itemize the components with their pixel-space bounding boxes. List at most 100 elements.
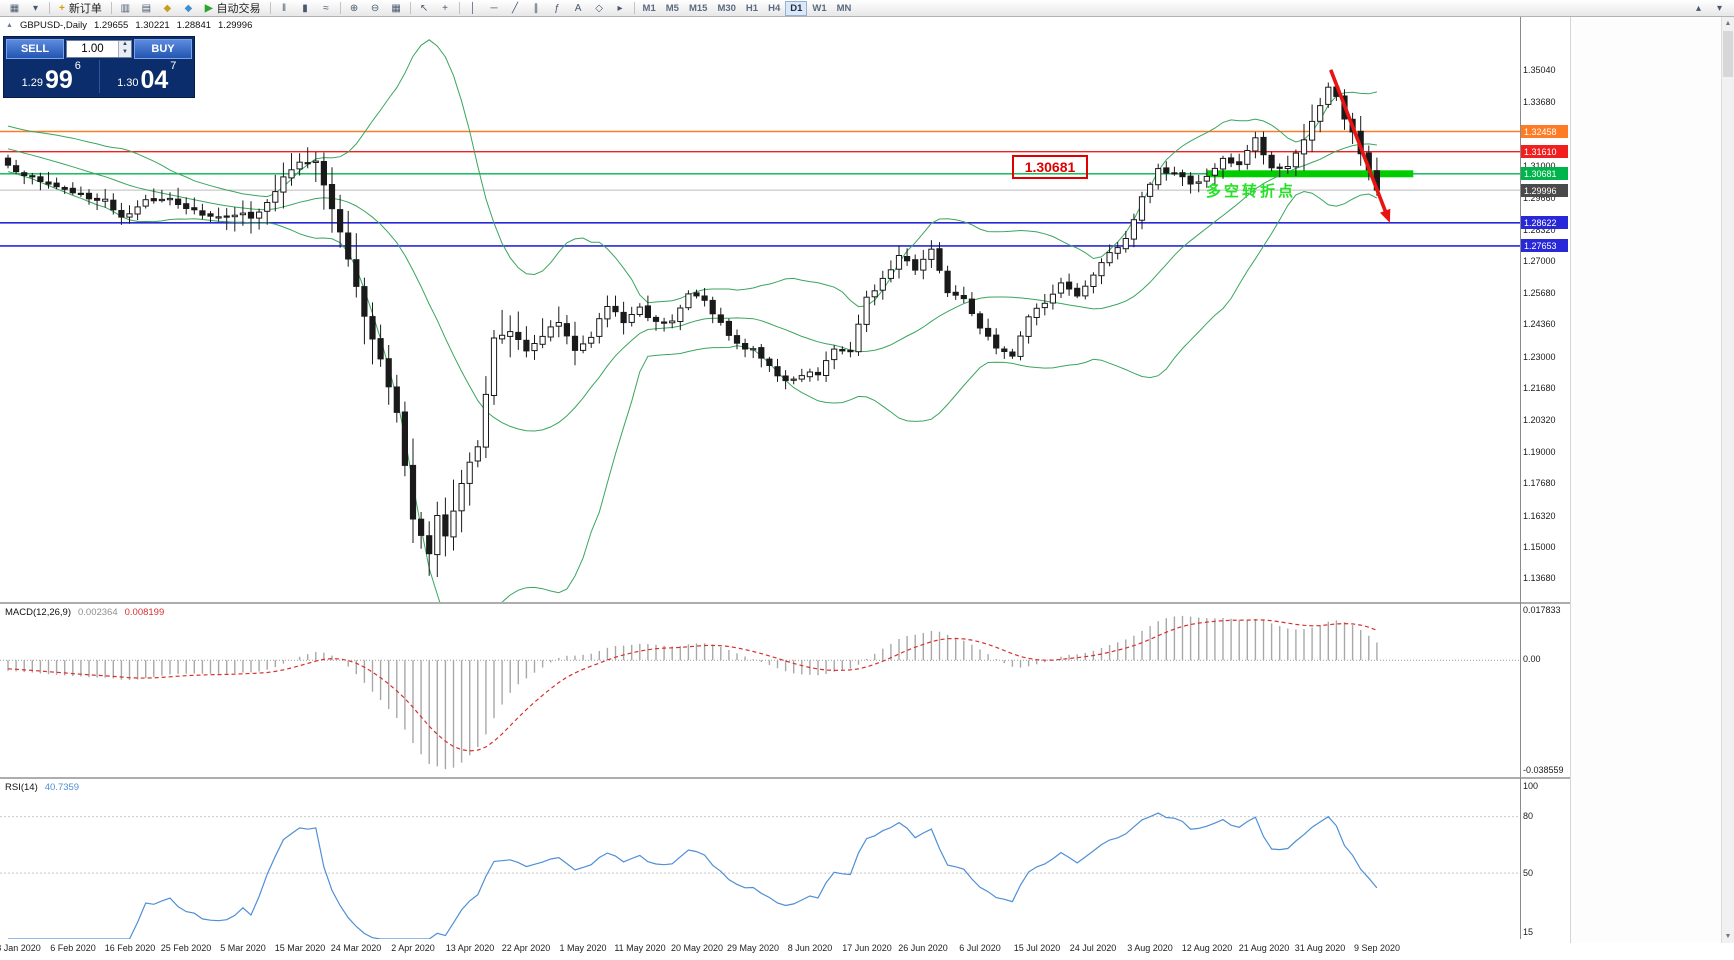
arrow-objects-icon[interactable]: ▸ <box>617 2 623 14</box>
timeframe-m30[interactable]: M30 <box>717 2 736 14</box>
buy-price-button[interactable]: 1.30 04 7 <box>100 58 195 95</box>
cursor-icon[interactable]: ↖ <box>419 2 429 14</box>
date-axis-label: 28 Jan 2020 <box>0 943 41 953</box>
text-label-icon[interactable]: A <box>574 2 582 14</box>
date-axis-label: 15 Mar 2020 <box>274 943 326 953</box>
ask-pipette: 7 <box>170 60 177 72</box>
chart-windows-icon[interactable]: ▥ <box>120 2 131 14</box>
toolbar-separator <box>49 2 50 14</box>
timeframe-m5[interactable]: M5 <box>665 2 679 14</box>
vertical-line-icon[interactable]: │ <box>469 2 477 14</box>
price-axis-label: 1.31000 <box>1523 161 1556 171</box>
price-axis-label: 1.17680 <box>1523 478 1556 488</box>
price-axis-label: 1.15000 <box>1523 542 1556 552</box>
scroll-up-icon[interactable]: ▲ <box>1724 20 1732 27</box>
main-toolbar: ▦ ▾ + 新订单 ▥ ▤ ◆ ◆ ▶ 自动交易 ǁ ▮ ≈ ⊕ ⊖ ▦ ↖ + │ ─ ╱ ∥ ƒ A ◇ ▸ M1 M5 M15 M3… <box>0 0 1734 17</box>
fibonacci-icon[interactable]: ƒ <box>554 2 560 14</box>
volume-up-icon[interactable]: ▲ <box>119 40 131 49</box>
shapes-icon[interactable]: ◇ <box>595 2 603 14</box>
horizontal-line-icon[interactable]: ─ <box>490 2 498 14</box>
navigator-icon[interactable]: ◆ <box>163 2 172 14</box>
timeframe-w1[interactable]: W1 <box>812 2 827 14</box>
ask-pips: 04 <box>140 65 169 94</box>
scrollbar-thumb[interactable] <box>1723 31 1733 77</box>
chart-title: ▲ GBPUSD-,Daily 1.29655 1.30221 1.28841 … <box>6 20 252 31</box>
bid-pips: 99 <box>44 65 73 94</box>
price-axis-label: 1.28320 <box>1523 225 1556 235</box>
date-axis-label: 9 Sep 2020 <box>1353 943 1401 953</box>
chart-window: ▲ GBPUSD-,Daily 1.29655 1.30221 1.28841 … <box>0 17 1570 960</box>
turning-point-label[interactable]: 多空转折点 <box>1206 183 1297 200</box>
trendline-icon[interactable]: ╱ <box>512 2 519 14</box>
timeframe-d1[interactable]: D1 <box>785 0 808 16</box>
terminal-icon[interactable]: ◆ <box>184 2 193 14</box>
scroll-down-icon[interactable]: ▼ <box>1724 933 1732 940</box>
panel-divider[interactable] <box>0 777 1570 779</box>
price-axis-label: 1.23000 <box>1523 352 1556 362</box>
rsi-panel-canvas[interactable] <box>0 779 1520 939</box>
toolbar-overflow-up-icon[interactable]: ▴ <box>1695 2 1702 14</box>
buy-button[interactable]: BUY <box>134 38 192 59</box>
channel-icon[interactable]: ∥ <box>533 2 539 14</box>
date-axis-label: 12 Aug 2020 <box>1181 943 1233 953</box>
toolbar-overflow-down-icon[interactable]: ▾ <box>1716 2 1723 14</box>
price-axis-label: 1.19000 <box>1523 447 1556 457</box>
price-axis-label: 1.33680 <box>1523 97 1556 107</box>
date-axis-label: 25 Feb 2020 <box>160 943 212 953</box>
price-axis-label: 1.35040 <box>1523 65 1556 75</box>
crosshair-icon[interactable]: + <box>442 2 448 14</box>
timeframe-h4[interactable]: H4 <box>768 2 781 14</box>
rsi-name: RSI(14) <box>5 782 38 793</box>
volume-input[interactable] <box>67 40 118 57</box>
volume-down-icon[interactable]: ▼ <box>119 48 131 57</box>
timeframe-m15[interactable]: M15 <box>688 2 708 14</box>
date-axis[interactable]: 28 Jan 2020 6 Feb 2020 16 Feb 2020 25 Feb 2… <box>0 939 1570 960</box>
timeframe-h1[interactable]: H1 <box>745 2 759 14</box>
sell-button[interactable]: SELL <box>6 38 64 59</box>
date-axis-label: 6 Feb 2020 <box>50 943 96 953</box>
timeframe-m1[interactable]: M1 <box>642 2 656 14</box>
price-divider <box>98 60 100 93</box>
vertical-scrollbar[interactable]: ▲ ▼ <box>1721 17 1734 943</box>
ask-integer: 1.30 <box>117 77 139 89</box>
rsi-label: RSI(14) 40.7359 <box>5 782 79 793</box>
candlestick-chart-icon[interactable]: ▮ <box>302 2 308 14</box>
macd-signal-value: 0.008199 <box>124 607 165 618</box>
new-order-button[interactable]: + 新订单 <box>53 1 108 16</box>
price-axis-label: 1.25680 <box>1523 288 1556 298</box>
new-chart-icon[interactable]: ▦ <box>9 2 20 14</box>
volume-stepper[interactable]: ▲ ▼ <box>118 40 131 57</box>
chart-dropdown-icon[interactable]: ▾ <box>32 2 39 14</box>
main-chart-canvas[interactable] <box>0 17 1520 602</box>
date-axis-label: 24 Mar 2020 <box>330 943 382 953</box>
rsi-scale-15: 15 <box>1523 927 1534 937</box>
date-axis-label: 13 Apr 2020 <box>445 943 495 953</box>
new-order-icon: + <box>59 2 65 14</box>
bid-pipette: 6 <box>74 60 81 72</box>
rsi-scale-50: 50 <box>1523 868 1534 878</box>
ohlc-close: 1.29996 <box>218 20 253 31</box>
macd-name: MACD(12,26,9) <box>5 607 71 618</box>
date-axis-label: 3 Aug 2020 <box>1127 943 1173 953</box>
autotrade-button[interactable]: ▶ 自动交易 <box>199 1 267 16</box>
data-window-icon[interactable]: ▤ <box>141 2 152 14</box>
autotrade-icon: ▶ <box>204 2 213 14</box>
bar-chart-icon[interactable]: ǁ <box>281 2 287 14</box>
macd-panel-canvas[interactable] <box>0 604 1520 777</box>
price-annotation-box[interactable]: 1.30681 <box>1012 155 1088 179</box>
zoom-in-icon[interactable]: ⊕ <box>349 2 359 14</box>
rsi-scale-80: 80 <box>1523 811 1534 821</box>
price-axis-label: 1.24360 <box>1523 319 1556 329</box>
panel-divider[interactable] <box>0 602 1570 604</box>
date-axis-label: 5 Mar 2020 <box>220 943 266 953</box>
sell-price-button[interactable]: 1.29 99 6 <box>4 58 99 95</box>
zoom-out-icon[interactable]: ⊖ <box>370 2 380 14</box>
tile-windows-icon[interactable]: ▦ <box>391 2 401 14</box>
date-axis-label: 1 May 2020 <box>559 943 607 953</box>
line-chart-icon[interactable]: ≈ <box>323 2 329 14</box>
timeframe-mn[interactable]: MN <box>836 2 852 14</box>
date-axis-label: 15 Jul 2020 <box>1013 943 1061 953</box>
date-axis-label: 29 May 2020 <box>726 943 780 953</box>
macd-scale-min: -0.038559 <box>1523 765 1564 775</box>
